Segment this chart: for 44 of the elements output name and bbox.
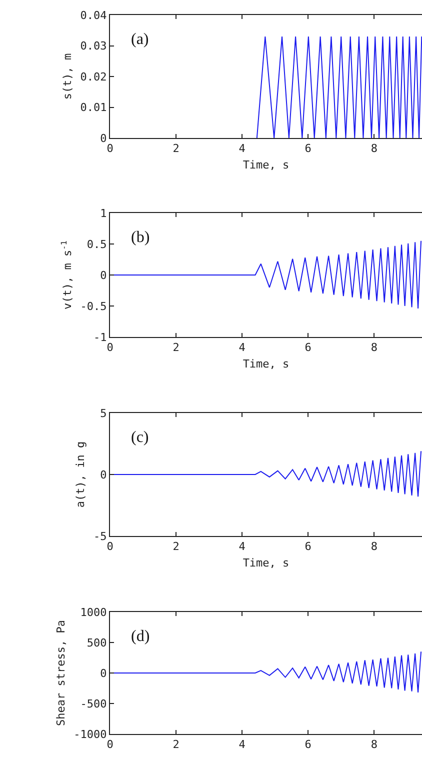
x-tick-label: 4: [238, 540, 246, 554]
y-tick-label: -500: [80, 697, 107, 710]
x-tick-label: 6: [304, 341, 312, 354]
x-tick-label: 6: [304, 738, 312, 752]
y-tick-label: 0.5: [86, 238, 107, 251]
x-axis-title: Time, s: [242, 158, 290, 172]
y-tick-label: 500: [86, 636, 107, 650]
y-tick-label: 0.04: [80, 8, 108, 22]
y-tick-label: 0.02: [80, 70, 107, 84]
x-tick-label: 2: [172, 540, 180, 554]
y-tick-label: -5: [94, 530, 107, 543]
x-tick-label: 4: [238, 341, 246, 354]
y-tick-label: 0: [100, 468, 107, 482]
x-tick-label: 8: [370, 341, 378, 354]
x-tick-label: 6: [304, 540, 312, 554]
x-axis-title: Time, s: [242, 556, 290, 570]
annotation: (c): [131, 429, 149, 446]
x-axis-title: Time, s: [242, 357, 290, 370]
x-tick-label: 8: [370, 142, 378, 156]
y-tick-label: 0: [100, 666, 107, 680]
y-tick-label: 0.01: [80, 101, 107, 114]
y-tick-label: 0: [100, 268, 107, 282]
x-tick-label: 4: [238, 738, 246, 752]
y-axis-title: a(t), in g: [74, 441, 88, 508]
y-tick-label: 0.03: [80, 40, 107, 53]
y-tick-label: -0.5: [80, 300, 107, 313]
annotation: (b): [131, 229, 150, 246]
y-tick-label: -1: [94, 330, 107, 344]
y-tick-label: 0: [100, 132, 107, 145]
x-tick-label: 2: [172, 142, 180, 156]
annotation: (d): [131, 628, 150, 645]
x-tick-label: 8: [370, 540, 378, 554]
x-tick-label: 8: [370, 738, 378, 752]
y-tick-label: 5: [100, 406, 107, 420]
x-tick-label: 6: [304, 142, 312, 156]
y-tick-label: 1000: [80, 606, 107, 619]
x-tick-label: 2: [172, 341, 180, 354]
y-tick-label: 1: [100, 206, 107, 220]
annotation: (a): [131, 31, 149, 48]
x-tick-label: 4: [238, 142, 246, 156]
x-tick-label: 2: [172, 738, 180, 752]
y-axis-title: s(t), m: [60, 52, 74, 100]
y-tick-label: -1000: [74, 728, 107, 741]
y-axis-title: Shear stress, Pa: [54, 620, 68, 726]
